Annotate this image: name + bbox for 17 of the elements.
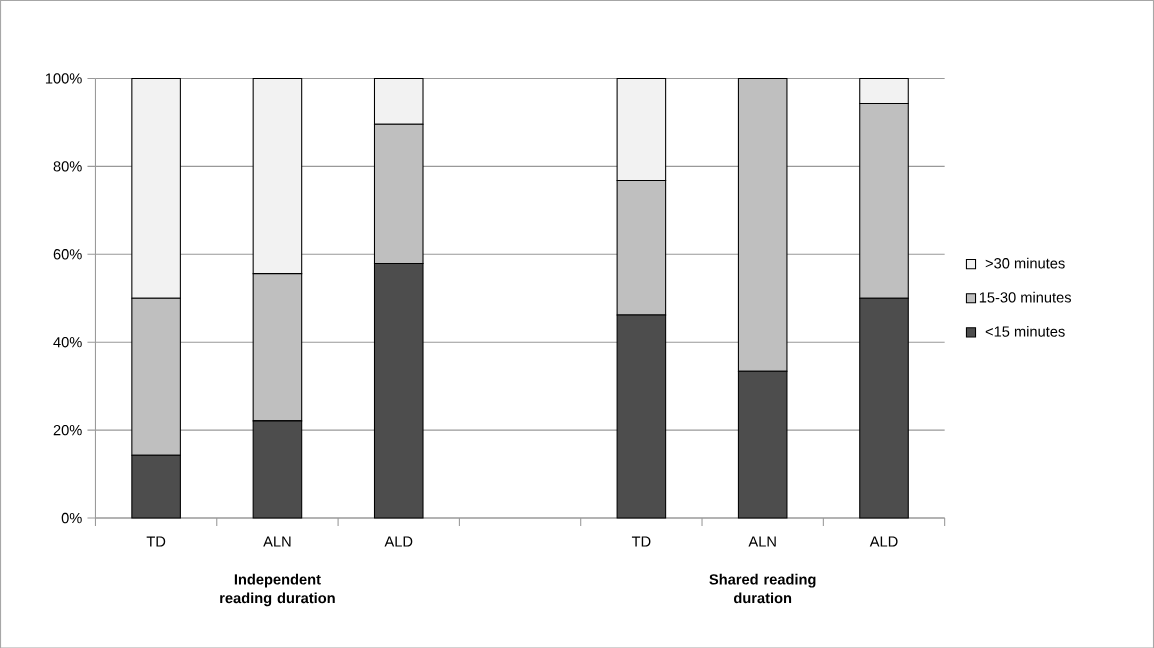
y-tick-label: 80% [53,160,82,172]
x-tick-label: ALN [748,536,776,547]
legend-label: 15-30 minutes [979,291,1072,303]
x-tick-label: ALN [263,536,291,547]
text: Shared reading duration [709,573,816,604]
text: Independent reading duration [220,573,335,606]
y-tick-label: 20% [53,424,82,436]
y-tick-label: 40% [53,336,82,348]
x-tick-label: ALD [869,536,898,547]
y-tick-label: 0% [61,512,82,524]
y-tick-label: 60% [53,248,82,260]
x-tick-label: TD [146,536,166,547]
x-tick-label: TD [631,536,651,547]
legend-label: <15 minutes [985,325,1065,337]
y-tick-label: 100% [45,73,82,84]
x-tick-label: ALD [384,536,413,547]
legend-label: >30 minutes [985,257,1065,269]
